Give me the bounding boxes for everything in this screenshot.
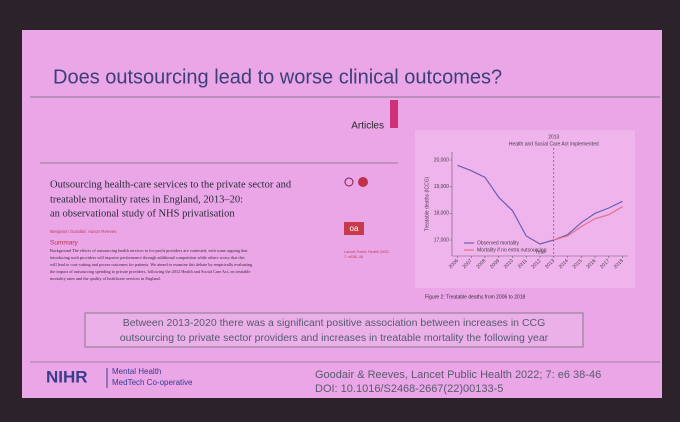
summary-line: introducing such providers will improve …: [50, 255, 245, 260]
series-line: [553, 206, 623, 241]
y-tick-label: 19,000: [434, 184, 450, 190]
oa-badge: [344, 222, 364, 235]
y-axis-label: Treatable deaths (ICCG): [424, 176, 430, 231]
icon: [344, 177, 354, 187]
side-note: 7: e638–46: [344, 255, 363, 259]
x-axis-label: Year: [535, 249, 545, 255]
logo: NIHR: [46, 367, 88, 386]
authors: Benjamin Goodair, Aaron Reeves: [50, 229, 117, 234]
legend-label: Mortality if no extra outsourcing: [477, 247, 547, 253]
paper-title-line: treatable mortality rates in England, 20…: [50, 194, 243, 205]
series-line: [457, 164, 623, 245]
logo-sub: MedTech Co-operative: [112, 378, 193, 387]
section-marker: [390, 100, 398, 128]
icon: [358, 177, 368, 187]
finding-text: outsourcing to private sector providers …: [120, 332, 549, 344]
annotation: Health and Social Care Act implemented: [509, 141, 599, 147]
y-tick-label: 20,000: [434, 157, 450, 163]
y-tick-label: 18,000: [434, 211, 450, 217]
slide-title: Does outsourcing lead to worse clinical …: [53, 66, 502, 88]
logo-sub: Mental Health: [112, 367, 161, 376]
citation: Goodair & Reeves, Lancet Public Health 2…: [315, 369, 601, 381]
oa-label: oa: [350, 224, 359, 233]
paper-title-line: an observational study of NHS privatisat…: [50, 208, 235, 219]
citation: DOI: 10.1016/S2468-2667(22)00133-5: [315, 383, 503, 395]
summary-line: the impact of outsourcing spending to pr…: [50, 269, 250, 275]
summary-line: will lead to cost-cutting and poorer out…: [50, 262, 253, 267]
figure-panel: [415, 130, 635, 288]
y-tick-label: 17,000: [434, 237, 450, 243]
summary: Background The effects of outsourcing he…: [50, 248, 253, 281]
summary-line: Background The effects of outsourcing he…: [50, 248, 248, 254]
finding-box: [84, 312, 584, 348]
finding-text: Between 2013-2020 there was a significan…: [123, 317, 546, 329]
paper-title: Outsourcing health-care services to the …: [50, 179, 292, 219]
summary-heading: Summary: [50, 240, 79, 247]
figure-caption: Figure 2: Treatable deaths from 2006 to …: [425, 294, 526, 300]
side-note: Lancet Public Health 2022;: [344, 250, 389, 254]
summary-line: mortality rates and the quality of healt…: [50, 276, 161, 281]
paper-title-line: Outsourcing health-care services to the …: [50, 179, 292, 190]
legend-label: Observed mortality: [477, 240, 519, 246]
annotation: 2013: [548, 134, 559, 140]
section-label: Articles: [351, 121, 384, 132]
